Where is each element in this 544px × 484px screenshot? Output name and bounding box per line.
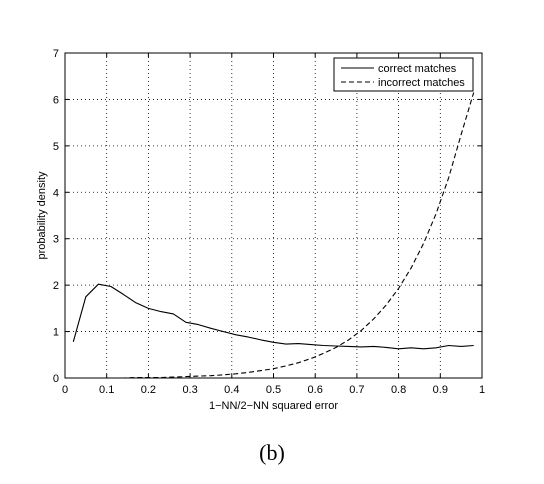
legend-box	[333, 57, 474, 92]
legend: correct matches incorrect matches	[333, 57, 474, 92]
x-tick-label: 0.4	[224, 384, 239, 396]
y-tick-label: 2	[53, 280, 59, 292]
y-tick-label: 5	[53, 141, 59, 153]
x-tick-label: 0.2	[141, 384, 156, 396]
x-tick-label: 0.5	[266, 384, 281, 396]
y-tick-label: 7	[53, 48, 59, 60]
y-tick-label: 3	[53, 234, 59, 246]
legend-label: incorrect matches	[378, 77, 465, 89]
figure-caption: (b)	[259, 440, 285, 465]
y-tick-label: 1	[53, 327, 59, 339]
x-tick-label: 1	[479, 384, 485, 396]
series-layer	[72, 92, 475, 379]
y-tick-label: 6	[53, 94, 59, 106]
x-tick-label: 0	[62, 384, 68, 396]
tick-labels: 0 0.1 0.2 0.3 0.4 0.5 0.6 0.7 0.8 0.9 1 0 1 2 3 4 5 6 7	[53, 48, 485, 396]
x-tick-label: 0.7	[349, 384, 364, 396]
x-tick-label: 0.6	[308, 384, 323, 396]
x-tick-label: 0.9	[433, 384, 448, 396]
legend-label: correct matches	[378, 63, 457, 75]
series-line-incorrect-matches	[73, 92, 475, 379]
x-axis-label: 1−NN/2−NN squared error	[209, 400, 338, 412]
axis-ticks	[64, 52, 483, 379]
x-tick-label: 0.8	[391, 384, 406, 396]
y-tick-label: 4	[53, 187, 59, 199]
x-tick-label: 0.1	[99, 384, 114, 396]
series-line-correct-matches	[72, 283, 474, 350]
y-axis-label: probability density	[36, 171, 48, 260]
y-tick-label: 0	[53, 373, 59, 385]
x-tick-label: 0.3	[182, 384, 197, 396]
grid	[65, 53, 482, 378]
line-chart: 0 0.1 0.2 0.3 0.4 0.5 0.6 0.7 0.8 0.9 1 0 1 2 3 4 5 6 7 1−…	[36, 48, 485, 412]
